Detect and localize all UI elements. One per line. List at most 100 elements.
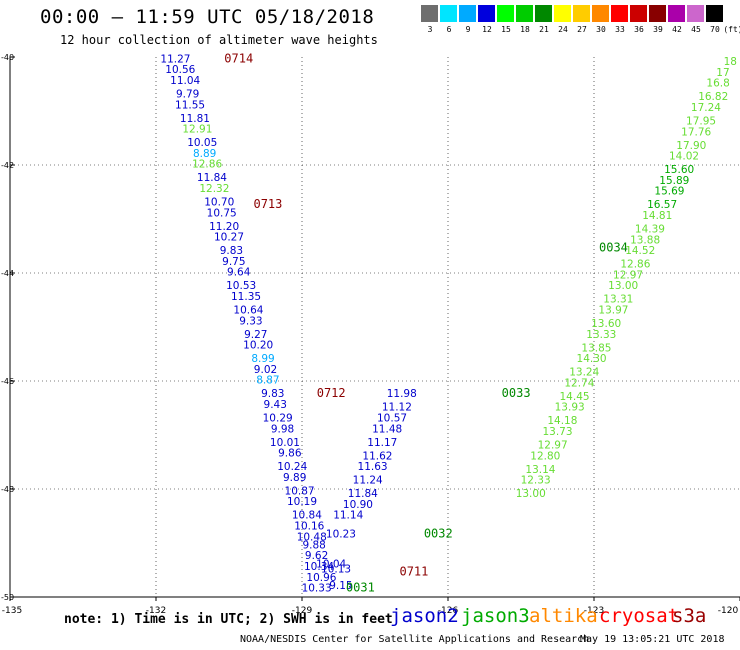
wave-height-value: 10.27 bbox=[214, 232, 244, 244]
legend-swatch-6 bbox=[440, 5, 457, 22]
legend-swatch-3 bbox=[421, 5, 438, 22]
wave-height-value: 14.18 bbox=[547, 415, 577, 427]
legend-swatch-24 bbox=[554, 5, 571, 22]
wave-height-value: 12.91 bbox=[182, 124, 212, 136]
wave-height-value: 10.19 bbox=[287, 496, 317, 508]
legend-label-12: 12 bbox=[482, 25, 492, 34]
wave-height-value: 10.48 bbox=[297, 531, 327, 543]
wave-height-value: 9.79 bbox=[176, 89, 199, 101]
mission-jason3: jason3 bbox=[461, 605, 530, 627]
wave-height-value: 13.85 bbox=[581, 342, 611, 354]
wave-height-value: 13.93 bbox=[555, 402, 585, 414]
wave-height-value: 15.69 bbox=[654, 186, 684, 198]
map-subtitle: 12 hour collection of altimeter wave hei… bbox=[60, 33, 378, 47]
wave-height-value: 14.02 bbox=[669, 151, 699, 163]
wave-height-value: 11.14 bbox=[333, 510, 363, 522]
wave-height-value: 12.32 bbox=[199, 183, 229, 195]
wave-height-value: 11.98 bbox=[387, 388, 417, 400]
lat-tick-label: -40 bbox=[1, 53, 14, 62]
wave-height-value: 13.33 bbox=[586, 329, 616, 341]
wave-height-value: 13.88 bbox=[630, 234, 660, 246]
legend-label-33: 33 bbox=[615, 25, 625, 34]
wave-height-value: 9.83 bbox=[220, 245, 243, 257]
wave-height-value: 13.97 bbox=[598, 305, 628, 317]
pass-time-label: 0031 bbox=[346, 581, 375, 595]
wave-height-value: 12.80 bbox=[530, 450, 560, 462]
wave-height-value: 14.52 bbox=[625, 245, 655, 257]
wave-height-value: 9.86 bbox=[278, 448, 302, 460]
wave-height-value: 9.98 bbox=[271, 423, 294, 435]
lat-tick-label: -50 bbox=[1, 593, 14, 602]
wave-height-value: 17 bbox=[716, 67, 729, 79]
lon-tick-label: -129 bbox=[292, 606, 313, 616]
wave-height-value: 11.81 bbox=[180, 113, 210, 125]
wave-height-value: 9.43 bbox=[264, 399, 287, 411]
wave-height-value: 9.89 bbox=[283, 472, 306, 484]
mission-jason2: jason2 bbox=[390, 605, 459, 627]
map-title: 00:00 – 11:59 UTC 05/18/2018 bbox=[40, 6, 375, 28]
legend-label-39: 39 bbox=[653, 25, 663, 34]
wave-height-value: 14.45 bbox=[560, 391, 590, 403]
wave-height-value: 12.97 bbox=[538, 440, 568, 452]
wave-height-value: 12.74 bbox=[564, 377, 594, 389]
lat-tick-label: -42 bbox=[1, 161, 14, 170]
legend-label-42: 42 bbox=[672, 25, 682, 34]
wave-height-value: 13.31 bbox=[603, 294, 633, 306]
wave-height-value: 16.82 bbox=[698, 91, 728, 103]
legend-swatch-12 bbox=[478, 5, 495, 22]
wave-height-value: 9.15 bbox=[329, 580, 352, 592]
legend-swatch-21 bbox=[535, 5, 552, 22]
wave-height-value: 13.24 bbox=[569, 367, 599, 379]
wave-height-value: 11.84 bbox=[348, 488, 378, 500]
wave-height-value: 16.8 bbox=[706, 78, 729, 90]
wave-height-value: 11.27 bbox=[160, 53, 190, 65]
lon-tick-label: -123 bbox=[584, 606, 604, 616]
legend-label-3: 3 bbox=[427, 25, 433, 34]
lon-tick-label: -126 bbox=[438, 606, 459, 616]
wave-height-value: 13.00 bbox=[516, 488, 546, 500]
wave-height-value: 9.02 bbox=[254, 364, 277, 376]
wave-height-value: 11.62 bbox=[362, 450, 392, 462]
legend-label-30: 30 bbox=[596, 25, 606, 34]
wave-height-value: 14.39 bbox=[635, 224, 665, 236]
wave-height-value: 12.33 bbox=[521, 475, 551, 487]
wave-height-value: 8.87 bbox=[256, 375, 279, 387]
legend-label-70: 70 bbox=[710, 25, 720, 34]
wave-height-value: 10.04 bbox=[316, 558, 346, 570]
legend-label-36: 36 bbox=[634, 25, 644, 34]
wave-height-value: 10.96 bbox=[306, 572, 336, 584]
pass-time-label: 0032 bbox=[424, 527, 453, 541]
legend-swatch-15 bbox=[497, 5, 514, 22]
wave-height-value: 8.89 bbox=[193, 148, 216, 160]
wave-height-value: 10.05 bbox=[187, 137, 217, 149]
wave-height-value: 10.23 bbox=[326, 529, 356, 541]
credit-line: NOAA/NESDIS Center for Satellite Applica… bbox=[240, 634, 590, 645]
wave-height-value: 13.14 bbox=[525, 464, 555, 476]
footnote: note: 1) Time is in UTC; 2) SWH is in fe… bbox=[64, 612, 393, 627]
wave-height-value: 11.35 bbox=[231, 291, 261, 303]
wave-height-value: 9.33 bbox=[239, 315, 262, 327]
wave-height-value: 10.01 bbox=[270, 437, 300, 449]
mission-s3a: s3a bbox=[672, 605, 707, 627]
wave-height-value: 10.20 bbox=[243, 340, 273, 352]
wave-height-value: 10.24 bbox=[277, 461, 307, 473]
lon-tick-label: -135 bbox=[2, 606, 22, 616]
wave-height-value: 10.53 bbox=[226, 280, 256, 292]
wave-height-value: 10.13 bbox=[321, 564, 351, 576]
wave-height-value: 8.99 bbox=[251, 353, 274, 365]
pass-time-label: 0712 bbox=[317, 386, 346, 400]
wave-height-value: 15.89 bbox=[659, 175, 689, 187]
legend-swatch-9 bbox=[459, 5, 476, 22]
wave-height-value: 10.34 bbox=[304, 561, 334, 573]
wave-height-value: 11.63 bbox=[358, 461, 388, 473]
wave-height-value: 11.04 bbox=[170, 75, 200, 87]
wave-height-value: 9.83 bbox=[261, 388, 284, 400]
legend-label-27: 27 bbox=[577, 25, 587, 34]
legend-swatch-30 bbox=[592, 5, 609, 22]
wave-height-value: 10.84 bbox=[292, 510, 322, 522]
wave-height-value: 17.76 bbox=[681, 126, 711, 138]
wave-height-value: 9.62 bbox=[305, 550, 328, 562]
lat-tick-label: -46 bbox=[1, 377, 14, 386]
wave-height-value: 11.48 bbox=[372, 423, 402, 435]
